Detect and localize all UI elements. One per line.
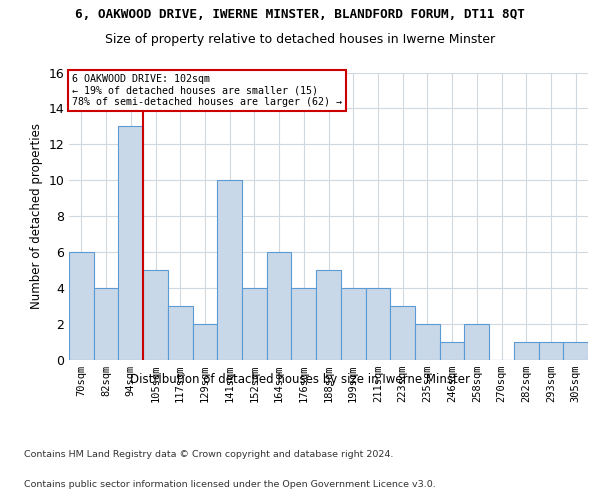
Bar	[118, 126, 143, 360]
Text: 6 OAKWOOD DRIVE: 102sqm
← 19% of detached houses are smaller (15)
78% of semi-de: 6 OAKWOOD DRIVE: 102sqm ← 19% of detache…	[71, 74, 341, 107]
Bar	[415, 324, 440, 360]
Bar	[267, 252, 292, 360]
Bar	[292, 288, 316, 360]
Bar	[390, 306, 415, 360]
Bar	[341, 288, 365, 360]
Text: Size of property relative to detached houses in Iwerne Minster: Size of property relative to detached ho…	[105, 32, 495, 46]
Text: 6, OAKWOOD DRIVE, IWERNE MINSTER, BLANDFORD FORUM, DT11 8QT: 6, OAKWOOD DRIVE, IWERNE MINSTER, BLANDF…	[75, 8, 525, 20]
Bar	[563, 342, 588, 360]
Text: Distribution of detached houses by size in Iwerne Minster: Distribution of detached houses by size …	[130, 372, 470, 386]
Bar	[464, 324, 489, 360]
Bar	[94, 288, 118, 360]
Bar	[69, 252, 94, 360]
Bar	[168, 306, 193, 360]
Bar	[217, 180, 242, 360]
Bar	[539, 342, 563, 360]
Bar	[242, 288, 267, 360]
Y-axis label: Number of detached properties: Number of detached properties	[30, 123, 43, 309]
Bar	[143, 270, 168, 360]
Text: Contains HM Land Registry data © Crown copyright and database right 2024.: Contains HM Land Registry data © Crown c…	[24, 450, 394, 459]
Bar	[365, 288, 390, 360]
Bar	[440, 342, 464, 360]
Text: Contains public sector information licensed under the Open Government Licence v3: Contains public sector information licen…	[24, 480, 436, 489]
Bar	[514, 342, 539, 360]
Bar	[316, 270, 341, 360]
Bar	[193, 324, 217, 360]
